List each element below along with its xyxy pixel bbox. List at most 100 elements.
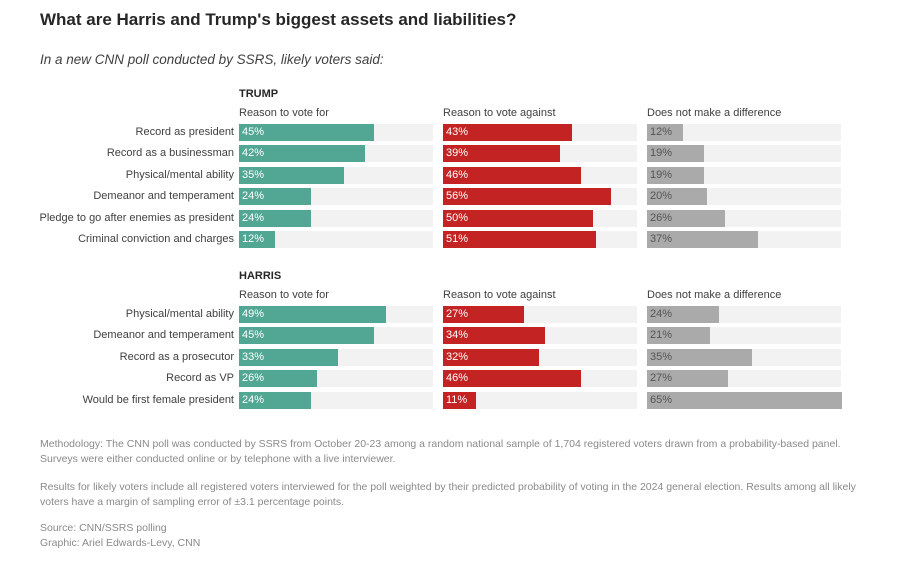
category-label: Pledge to go after enemies as president bbox=[39, 211, 234, 224]
bar-track: 45% bbox=[239, 327, 433, 345]
source-note: Source: CNN/SSRS polling bbox=[40, 522, 167, 534]
bar-track: 45% bbox=[239, 124, 433, 141]
bar-track: 12% bbox=[647, 124, 841, 141]
bar-track: 49% bbox=[239, 306, 433, 323]
bar-track: 39% bbox=[443, 145, 637, 163]
bar-value-label: 45% bbox=[242, 126, 265, 138]
category-label: Physical/mental ability bbox=[125, 168, 234, 181]
bar-value-label: 24% bbox=[242, 393, 265, 406]
bar bbox=[647, 370, 728, 388]
bar-value-label: 35% bbox=[650, 350, 673, 363]
category-label: Demeanor and temperament bbox=[93, 190, 234, 203]
column-header: Reason to vote for bbox=[239, 289, 329, 301]
bar-value-label: 33% bbox=[242, 350, 265, 363]
bar bbox=[647, 348, 752, 366]
category-label: Record as a prosecutor bbox=[119, 350, 234, 363]
bar bbox=[443, 327, 545, 345]
bar-track: 19% bbox=[647, 145, 841, 163]
bar bbox=[239, 327, 374, 345]
bar-track: 46% bbox=[443, 166, 637, 184]
bar bbox=[647, 124, 683, 141]
category-label: Would be first female president bbox=[82, 393, 234, 406]
bar-track: 21% bbox=[647, 327, 841, 345]
bar-track: 12% bbox=[239, 231, 433, 248]
bar bbox=[647, 327, 710, 345]
bar bbox=[647, 306, 719, 323]
bar bbox=[443, 348, 539, 366]
bar bbox=[239, 306, 386, 323]
category-label: Record as VP bbox=[166, 372, 234, 385]
category-label: Demeanor and temperament bbox=[93, 329, 234, 342]
bar bbox=[443, 306, 524, 323]
bar bbox=[647, 391, 842, 409]
bar-value-label: 24% bbox=[650, 308, 673, 320]
bar-value-label: 51% bbox=[446, 233, 469, 245]
bar-track: 26% bbox=[239, 370, 433, 388]
bar-value-label: 50% bbox=[446, 211, 469, 224]
bar-value-label: 21% bbox=[650, 329, 673, 342]
bar-value-label: 34% bbox=[446, 329, 469, 342]
bar-track: 11% bbox=[443, 391, 637, 409]
bar-value-label: 45% bbox=[242, 329, 265, 342]
bar bbox=[443, 145, 560, 163]
bar bbox=[443, 124, 572, 141]
bar-track: 32% bbox=[443, 348, 637, 366]
bar-track: 24% bbox=[239, 188, 433, 206]
bar-value-label: 24% bbox=[242, 190, 265, 203]
bar-value-label: 39% bbox=[446, 147, 469, 160]
bar-track: 19% bbox=[647, 166, 841, 184]
bar bbox=[647, 145, 704, 163]
bar-value-label: 35% bbox=[242, 168, 265, 181]
bar-track: 24% bbox=[239, 209, 433, 227]
bar bbox=[239, 188, 311, 206]
bar bbox=[647, 166, 704, 184]
bar bbox=[647, 209, 725, 227]
bar-value-label: 46% bbox=[446, 372, 469, 385]
category-label: Physical/mental ability bbox=[125, 308, 234, 320]
bar-track: 46% bbox=[443, 370, 637, 388]
bar-value-label: 20% bbox=[650, 190, 673, 203]
column-header: Reason to vote for bbox=[239, 107, 329, 119]
bar bbox=[443, 166, 581, 184]
bar bbox=[647, 231, 758, 248]
bar-track: 37% bbox=[647, 231, 841, 248]
bar-value-label: 32% bbox=[446, 350, 469, 363]
bar bbox=[239, 145, 365, 163]
bar-value-label: 27% bbox=[446, 308, 469, 320]
bar-track: 34% bbox=[443, 327, 637, 345]
bar bbox=[239, 124, 374, 141]
bar-value-label: 12% bbox=[242, 233, 265, 245]
bar-value-label: 27% bbox=[650, 372, 673, 385]
bar-track: 35% bbox=[239, 166, 433, 184]
bar-value-label: 24% bbox=[242, 211, 265, 224]
bar bbox=[443, 209, 593, 227]
bar-value-label: 56% bbox=[446, 190, 469, 203]
bar-track: 35% bbox=[647, 348, 841, 366]
bar bbox=[239, 391, 311, 409]
category-label: Record as a businessman bbox=[106, 147, 234, 160]
column-header: Reason to vote against bbox=[443, 289, 556, 301]
bar bbox=[443, 391, 476, 409]
bar-value-label: 46% bbox=[446, 168, 469, 181]
bar-value-label: 19% bbox=[650, 147, 673, 160]
bar-value-label: 42% bbox=[242, 147, 265, 160]
bar-track: 65% bbox=[647, 391, 842, 409]
bar-track: 43% bbox=[443, 124, 637, 141]
bar-track: 56% bbox=[443, 188, 637, 206]
column-header: Does not make a difference bbox=[647, 289, 782, 301]
bar-track: 51% bbox=[443, 231, 637, 248]
bar-value-label: 65% bbox=[650, 393, 673, 406]
section-title: HARRIS bbox=[239, 270, 282, 282]
bar-track: 50% bbox=[443, 209, 637, 227]
chart-subtitle: In a new CNN poll conducted by SSRS, lik… bbox=[40, 52, 384, 67]
graphic-credit: Graphic: Ariel Edwards-Levy, CNN bbox=[40, 537, 201, 549]
bar-value-label: 12% bbox=[650, 126, 673, 138]
bar-track: 33% bbox=[239, 348, 433, 366]
bar-track: 42% bbox=[239, 145, 433, 163]
bar-track: 24% bbox=[239, 391, 433, 409]
bar bbox=[443, 188, 611, 206]
bar-value-label: 26% bbox=[242, 372, 265, 385]
results-note: Results for likely voters include all re… bbox=[40, 481, 856, 508]
bar bbox=[239, 166, 344, 184]
